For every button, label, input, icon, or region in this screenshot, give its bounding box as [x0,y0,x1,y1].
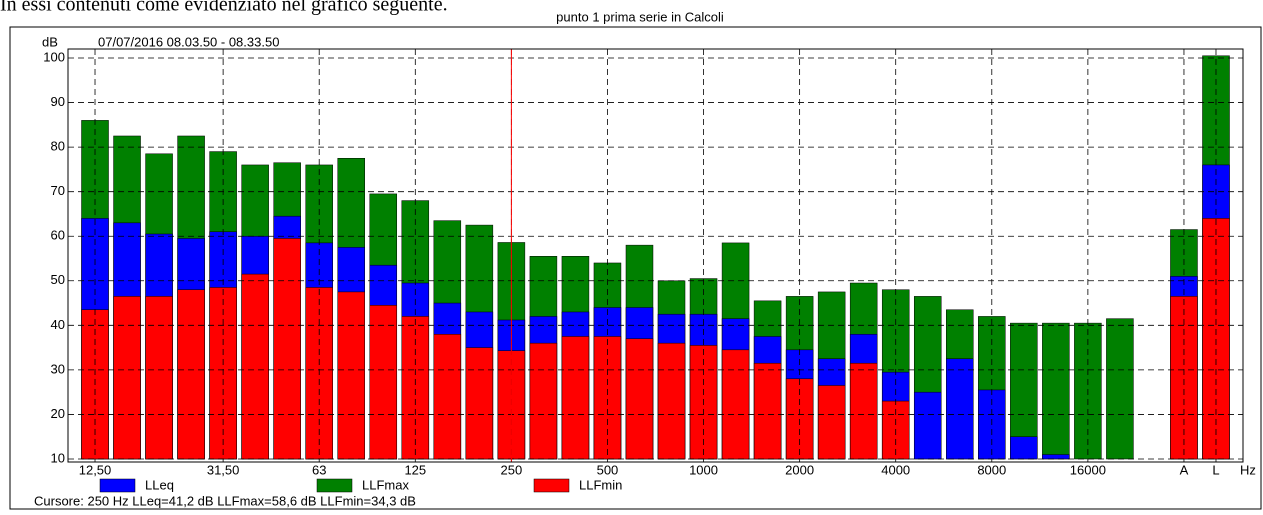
y-tick-label: 100 [43,49,65,64]
bar [849,362,878,460]
bar [401,316,430,460]
intro-text: In essi contenuti come evidenziato nel g… [0,0,448,16]
x-tick-label: 8000 [977,462,1006,477]
legend-swatch [316,478,353,493]
bar [1042,322,1070,460]
bar [177,289,205,460]
plot-frame [67,48,1244,463]
y-tick-label: 20 [51,406,65,421]
y-tick-label: 10 [51,450,65,465]
x-tick-label: 125 [404,462,426,477]
y-tick-label: 50 [51,272,65,287]
x-tick-label: A [1180,462,1189,477]
legend-label: LLFmin [579,477,622,492]
legend-label: LLeq [145,477,174,492]
x-tick-label: 31,50 [207,462,240,477]
bar [465,347,494,460]
bar [721,349,750,460]
x-unit: Hz [1240,462,1256,477]
legend-swatch [99,478,136,493]
legend-swatch [533,478,570,493]
bar [1010,322,1038,460]
bar [273,238,301,460]
x-tick-label: 16000 [1070,462,1106,477]
y-axis-label: dB [42,34,58,49]
bar [241,273,269,460]
bar [753,362,782,460]
x-tick-label: L [1212,462,1219,477]
x-tick-label: 500 [597,462,619,477]
x-tick-label: 4000 [881,462,910,477]
y-tick-label: 90 [51,94,65,109]
chart-title: punto 1 prima serie in Calcoli [556,9,724,24]
bar [113,296,141,460]
x-tick-label: 63 [312,462,326,477]
x-tick-label: 2000 [785,462,814,477]
y-tick-label: 80 [51,139,65,154]
subtitle: 07/07/2016 08.03.50 - 08.33.50 [98,34,279,49]
bar [433,333,462,460]
x-tick-label: 12,50 [79,462,112,477]
bar [337,291,365,460]
bar [145,296,173,460]
bar [593,336,622,460]
bar [1042,454,1070,460]
bar [1106,318,1134,460]
y-tick-label: 60 [51,228,65,243]
bar [1202,218,1230,460]
legend-label: LLFmax [362,477,409,492]
bar [913,391,942,460]
x-tick-label: 250 [501,462,523,477]
bar [369,305,398,460]
bar [561,336,590,460]
outer-frame [9,26,1262,510]
y-tick-label: 70 [51,183,65,198]
bar [657,342,686,460]
bar [946,358,974,460]
y-tick-label: 30 [51,361,65,376]
bar [1010,436,1038,460]
y-tick-label: 40 [51,317,65,332]
bar [529,342,558,460]
bar [817,385,846,460]
bar [625,338,654,460]
x-tick-label: 1000 [689,462,718,477]
cursor-text: Cursore: 250 Hz LLeq=41,2 dB LLFmax=58,6… [34,493,416,508]
